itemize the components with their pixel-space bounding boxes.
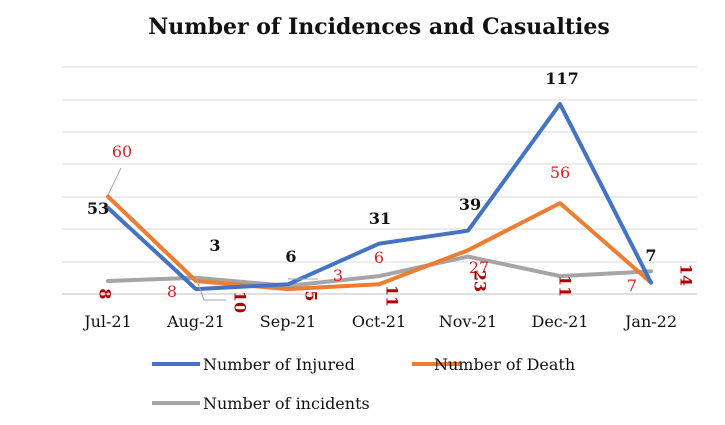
data-label-injured: 39 <box>459 195 481 214</box>
data-labels: 53 3 6 31 39 117 7 60 8 3 6 27 56 7 8 10 5 11 23 11 14 <box>87 69 696 313</box>
data-label-injured: 53 <box>87 199 109 218</box>
leader-line <box>195 277 226 301</box>
x-tick-label: Jul-21 <box>82 312 132 331</box>
x-tick-label: Jan-22 <box>623 312 677 331</box>
data-label-injured: 117 <box>545 69 578 88</box>
data-label-death: 6 <box>374 248 384 267</box>
x-tick-label: Sep-21 <box>260 312 316 331</box>
x-tick-label: Nov-21 <box>439 312 497 331</box>
legend: Number of Injured Number of Death Number… <box>152 355 575 413</box>
data-label-injured: 7 <box>645 246 656 265</box>
data-label-death: 27 <box>469 258 489 277</box>
data-label-injured: 31 <box>369 209 391 228</box>
data-label-injured: 6 <box>285 247 296 266</box>
data-label-incidents: 11 <box>556 275 575 297</box>
leader-line <box>107 167 122 196</box>
data-label-incidents: 11 <box>383 285 402 307</box>
data-label-death: 60 <box>112 142 132 161</box>
data-label-death: 56 <box>550 163 570 182</box>
data-label-death: 3 <box>333 266 343 285</box>
legend-label-injured: Number of Injured <box>203 355 355 374</box>
series-lines <box>106 102 653 292</box>
line-incidents <box>106 254 653 288</box>
x-axis-ticks: Jul-21 Aug-21 Sep-21 Oct-21 Nov-21 Dec-21 Jan-… <box>82 312 677 331</box>
x-tick-label: Aug-21 <box>166 312 225 331</box>
line-death <box>106 194 653 292</box>
data-label-incidents: 10 <box>231 291 250 313</box>
line-injured <box>106 102 653 292</box>
data-label-incidents: 23 <box>471 270 490 292</box>
x-tick-label: Oct-21 <box>352 312 406 331</box>
x-tick-label: Dec-21 <box>531 312 588 331</box>
data-label-incidents: 5 <box>302 290 321 301</box>
data-label-incidents: 14 <box>677 264 696 286</box>
data-label-incidents: 8 <box>96 288 115 299</box>
chart-title: Number of Incidences and Casualties <box>148 14 610 40</box>
data-label-injured: 3 <box>209 236 220 255</box>
legend-label-incidents: Number of incidents <box>203 394 370 413</box>
legend-label-death: Number of Death <box>434 355 575 374</box>
data-label-death: 8 <box>167 282 177 301</box>
data-label-death: 7 <box>627 276 637 295</box>
